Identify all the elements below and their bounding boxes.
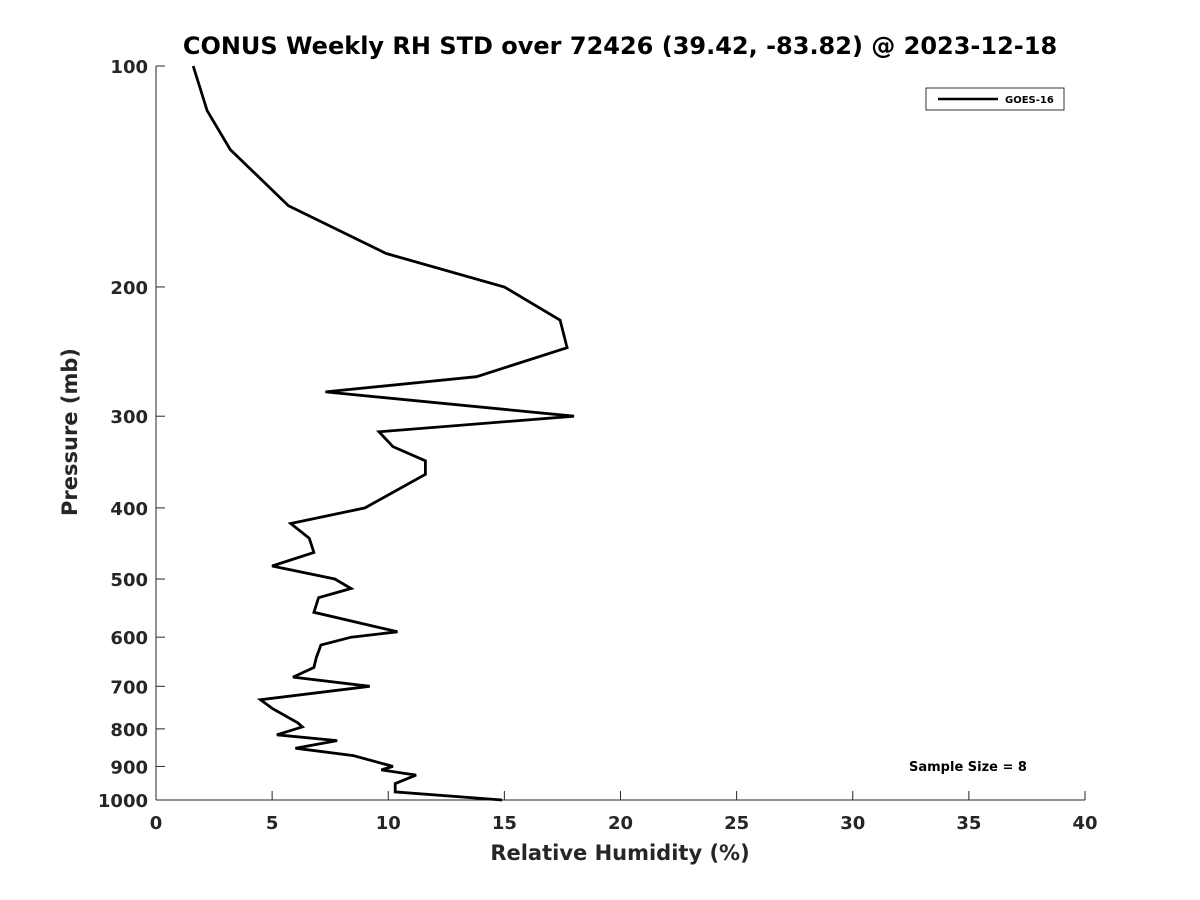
y-tick-label: 300 [110,407,148,428]
y-tick-label: 500 [110,570,148,591]
x-tick-label: 5 [266,813,279,834]
y-tick-label: 800 [110,720,148,741]
y-tick-label: 600 [110,628,148,649]
axes: 0 5 10 15 20 25 30 35 40 100 200 300 400 500 600 700 800… [98,57,1098,834]
y-tick-label: 400 [110,499,148,520]
series-line-goes-16 [191,65,575,802]
y-tick-label: 1000 [98,791,148,812]
x-tick-label: 35 [956,813,981,834]
legend: GOES-16 [925,87,1065,111]
y-tick-label: 700 [110,677,148,698]
x-axis-label: Relative Humidity (%) [490,841,749,865]
x-tick-label: 40 [1072,813,1097,834]
y-tick-label: 200 [110,278,148,299]
chart-title: CONUS Weekly RH STD over 72426 (39.42, -… [183,32,1057,60]
y-tick-label: 900 [110,757,148,778]
x-tick-label: 25 [724,813,749,834]
y-axis-label: Pressure (mb) [58,348,82,516]
x-tick-label: 15 [492,813,517,834]
x-tick-label: 30 [840,813,865,834]
sample-size-annotation: Sample Size = 8 [909,760,1027,775]
y-tick-label: 100 [110,57,148,78]
legend-label-goes-16: GOES-16 [1005,95,1054,106]
x-tick-label: 0 [150,813,163,834]
x-tick-label: 20 [608,813,633,834]
plot-area [191,65,575,802]
x-tick-label: 10 [376,813,401,834]
